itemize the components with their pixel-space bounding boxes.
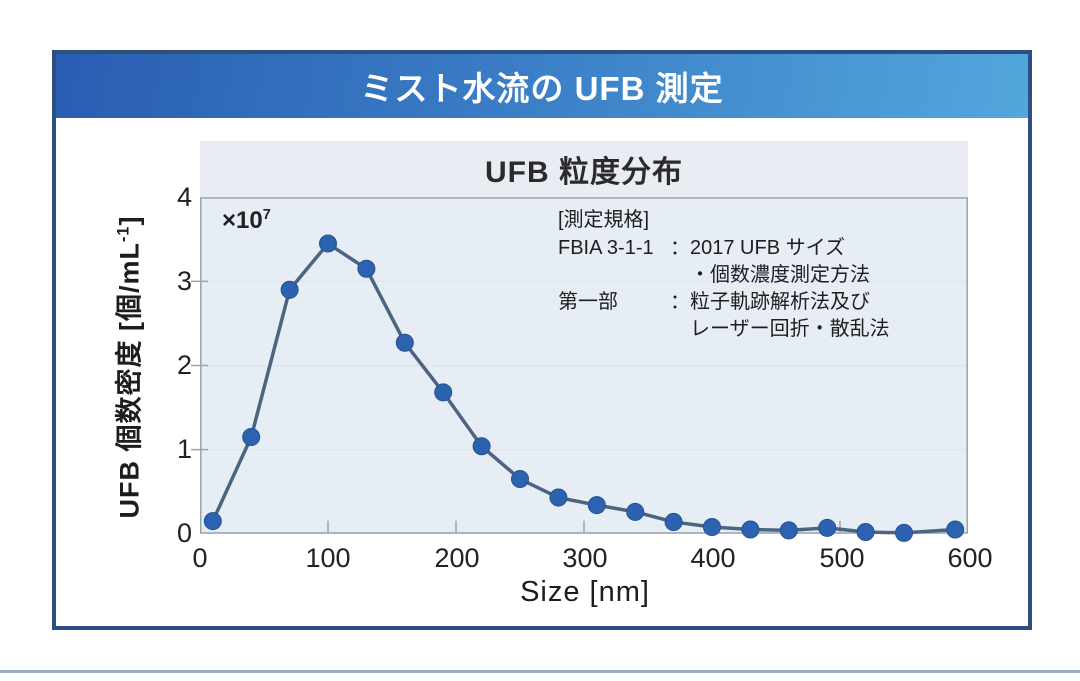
x-tick-label: 300 — [562, 543, 608, 573]
annotation-value: レーザー回折・散乱法 — [690, 318, 890, 340]
annotation-label: 第一部 — [558, 291, 618, 313]
y-axis-title-sup: -1 — [114, 225, 133, 242]
annotation-rows: FBIA 3-1-1 ： 2017 UFB サイズ ・個数濃度測定方法 第一部 … — [558, 235, 958, 343]
exponent-power: 7 — [262, 207, 271, 223]
x-tick-label: 600 — [947, 543, 993, 573]
measurement-standard-note: [測定規格] FBIA 3-1-1 ： 2017 UFB サイズ ・個数濃度測定… — [558, 207, 958, 343]
x-tick-label: 500 — [819, 543, 865, 573]
annotation-value: 2017 UFB サイズ — [690, 237, 846, 259]
x-tick-label: 0 — [192, 543, 208, 573]
annotation-value: ・個数濃度測定方法 — [690, 264, 870, 286]
bottom-divider — [0, 670, 1080, 673]
annotation-separator — [670, 262, 690, 289]
page-title: ミスト水流の UFB 測定 — [360, 70, 724, 107]
header-banner: ミスト水流の UFB 測定 — [56, 54, 1028, 118]
annotation-title: [測定規格] — [558, 209, 650, 231]
slide-frame: ミスト水流の UFB 測定 UFB 粒度分布 ×107 [測定規格] FBIA … — [52, 50, 1032, 630]
annotation-separator: ： — [670, 237, 690, 259]
y-tick-label: 3 — [176, 266, 192, 296]
y-axis-title-suffix: ] — [114, 215, 145, 226]
y-tick-label: 0 — [176, 518, 192, 548]
x-tick-label: 200 — [434, 543, 480, 573]
annotation-label — [558, 316, 670, 343]
x-axis-title: Size [nm] — [520, 576, 650, 608]
y-axis-title: UFB 個数密度 [個/mL-1] — [108, 216, 147, 519]
y-axis-title-text: UFB 個数密度 [個/mL — [114, 241, 145, 519]
annotation-separator — [670, 316, 690, 343]
y-tick-label: 1 — [176, 434, 192, 464]
y-tick-label: 4 — [176, 182, 192, 212]
chart-title-band: UFB 粒度分布 — [200, 141, 968, 197]
y-tick-label: 2 — [176, 350, 192, 380]
annotation-value: 粒子軌跡解析法及び — [690, 291, 870, 313]
x-tick-label: 100 — [305, 543, 351, 573]
chart-title: UFB 粒度分布 — [485, 156, 683, 189]
annotation-separator: ： — [670, 291, 690, 313]
y-axis-exponent: ×107 — [222, 207, 271, 235]
size-distribution-line-chart — [190, 197, 969, 542]
annotation-label: FBIA 3-1-1 — [558, 237, 654, 259]
exponent-base: ×10 — [222, 207, 263, 234]
annotation-label — [558, 262, 670, 289]
plot-area: ×107 [測定規格] FBIA 3-1-1 ： 2017 UFB サイズ ・個… — [190, 197, 969, 542]
x-tick-label: 400 — [690, 543, 736, 573]
